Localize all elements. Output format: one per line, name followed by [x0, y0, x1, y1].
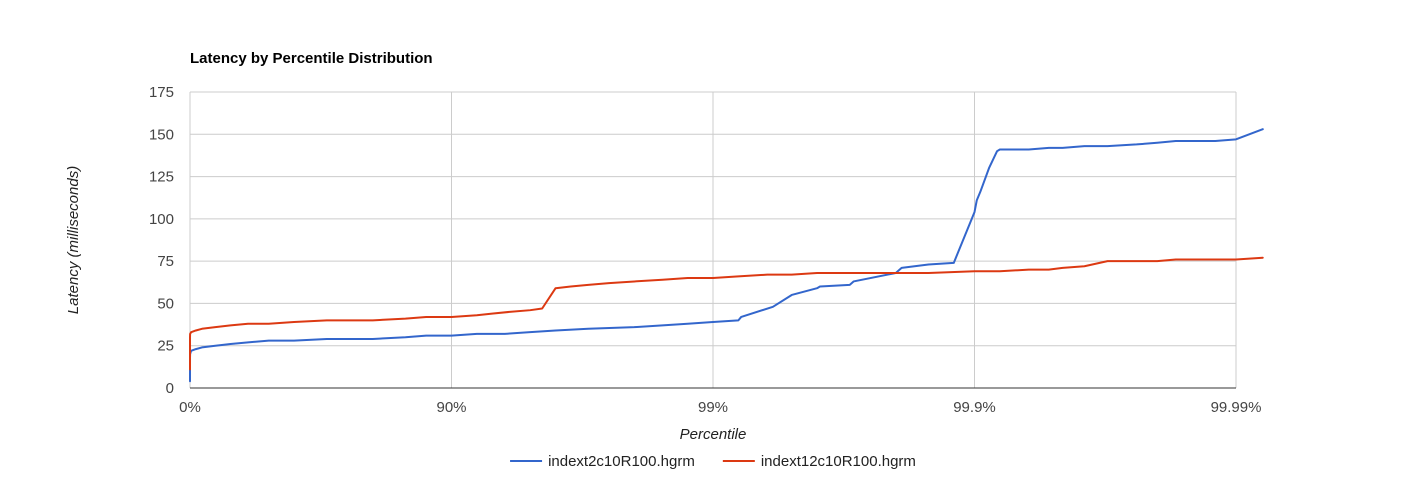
legend-label-2: indext12c10R100.hgrm: [761, 453, 916, 470]
x-tick-label: 99.9%: [953, 399, 996, 416]
gridlines: [189, 91, 1237, 388]
y-tick-label: 175: [149, 84, 174, 101]
y-tick-label: 75: [157, 253, 174, 270]
y-tick-label: 50: [157, 295, 174, 312]
legend: indext2c10R100.hgrm indext12c10R100.hgrm: [510, 453, 916, 470]
y-axis-title: Latency (milliseconds): [65, 166, 82, 314]
legend-label-1: indext2c10R100.hgrm: [548, 453, 695, 470]
y-tick-label: 150: [149, 126, 174, 143]
y-tick-label: 0: [166, 380, 174, 397]
x-tick-label: 90%: [436, 399, 466, 416]
x-axis-title: Percentile: [680, 426, 747, 443]
y-tick-label: 100: [149, 211, 174, 228]
chart-title: Latency by Percentile Distribution: [190, 50, 433, 67]
series-lines: [189, 128, 1264, 383]
x-tick-label: 99%: [698, 399, 728, 416]
y-tick-label: 25: [157, 338, 174, 355]
series-line-2: [189, 256, 1264, 371]
x-tick-label: 99.99%: [1211, 399, 1262, 416]
axes: 0 25 50 75 100 125 150 175 0% 90% 99% 99.9% 99.99%: [149, 84, 1261, 416]
y-tick-label: 125: [149, 169, 174, 186]
x-tick-label: 0%: [179, 399, 201, 416]
